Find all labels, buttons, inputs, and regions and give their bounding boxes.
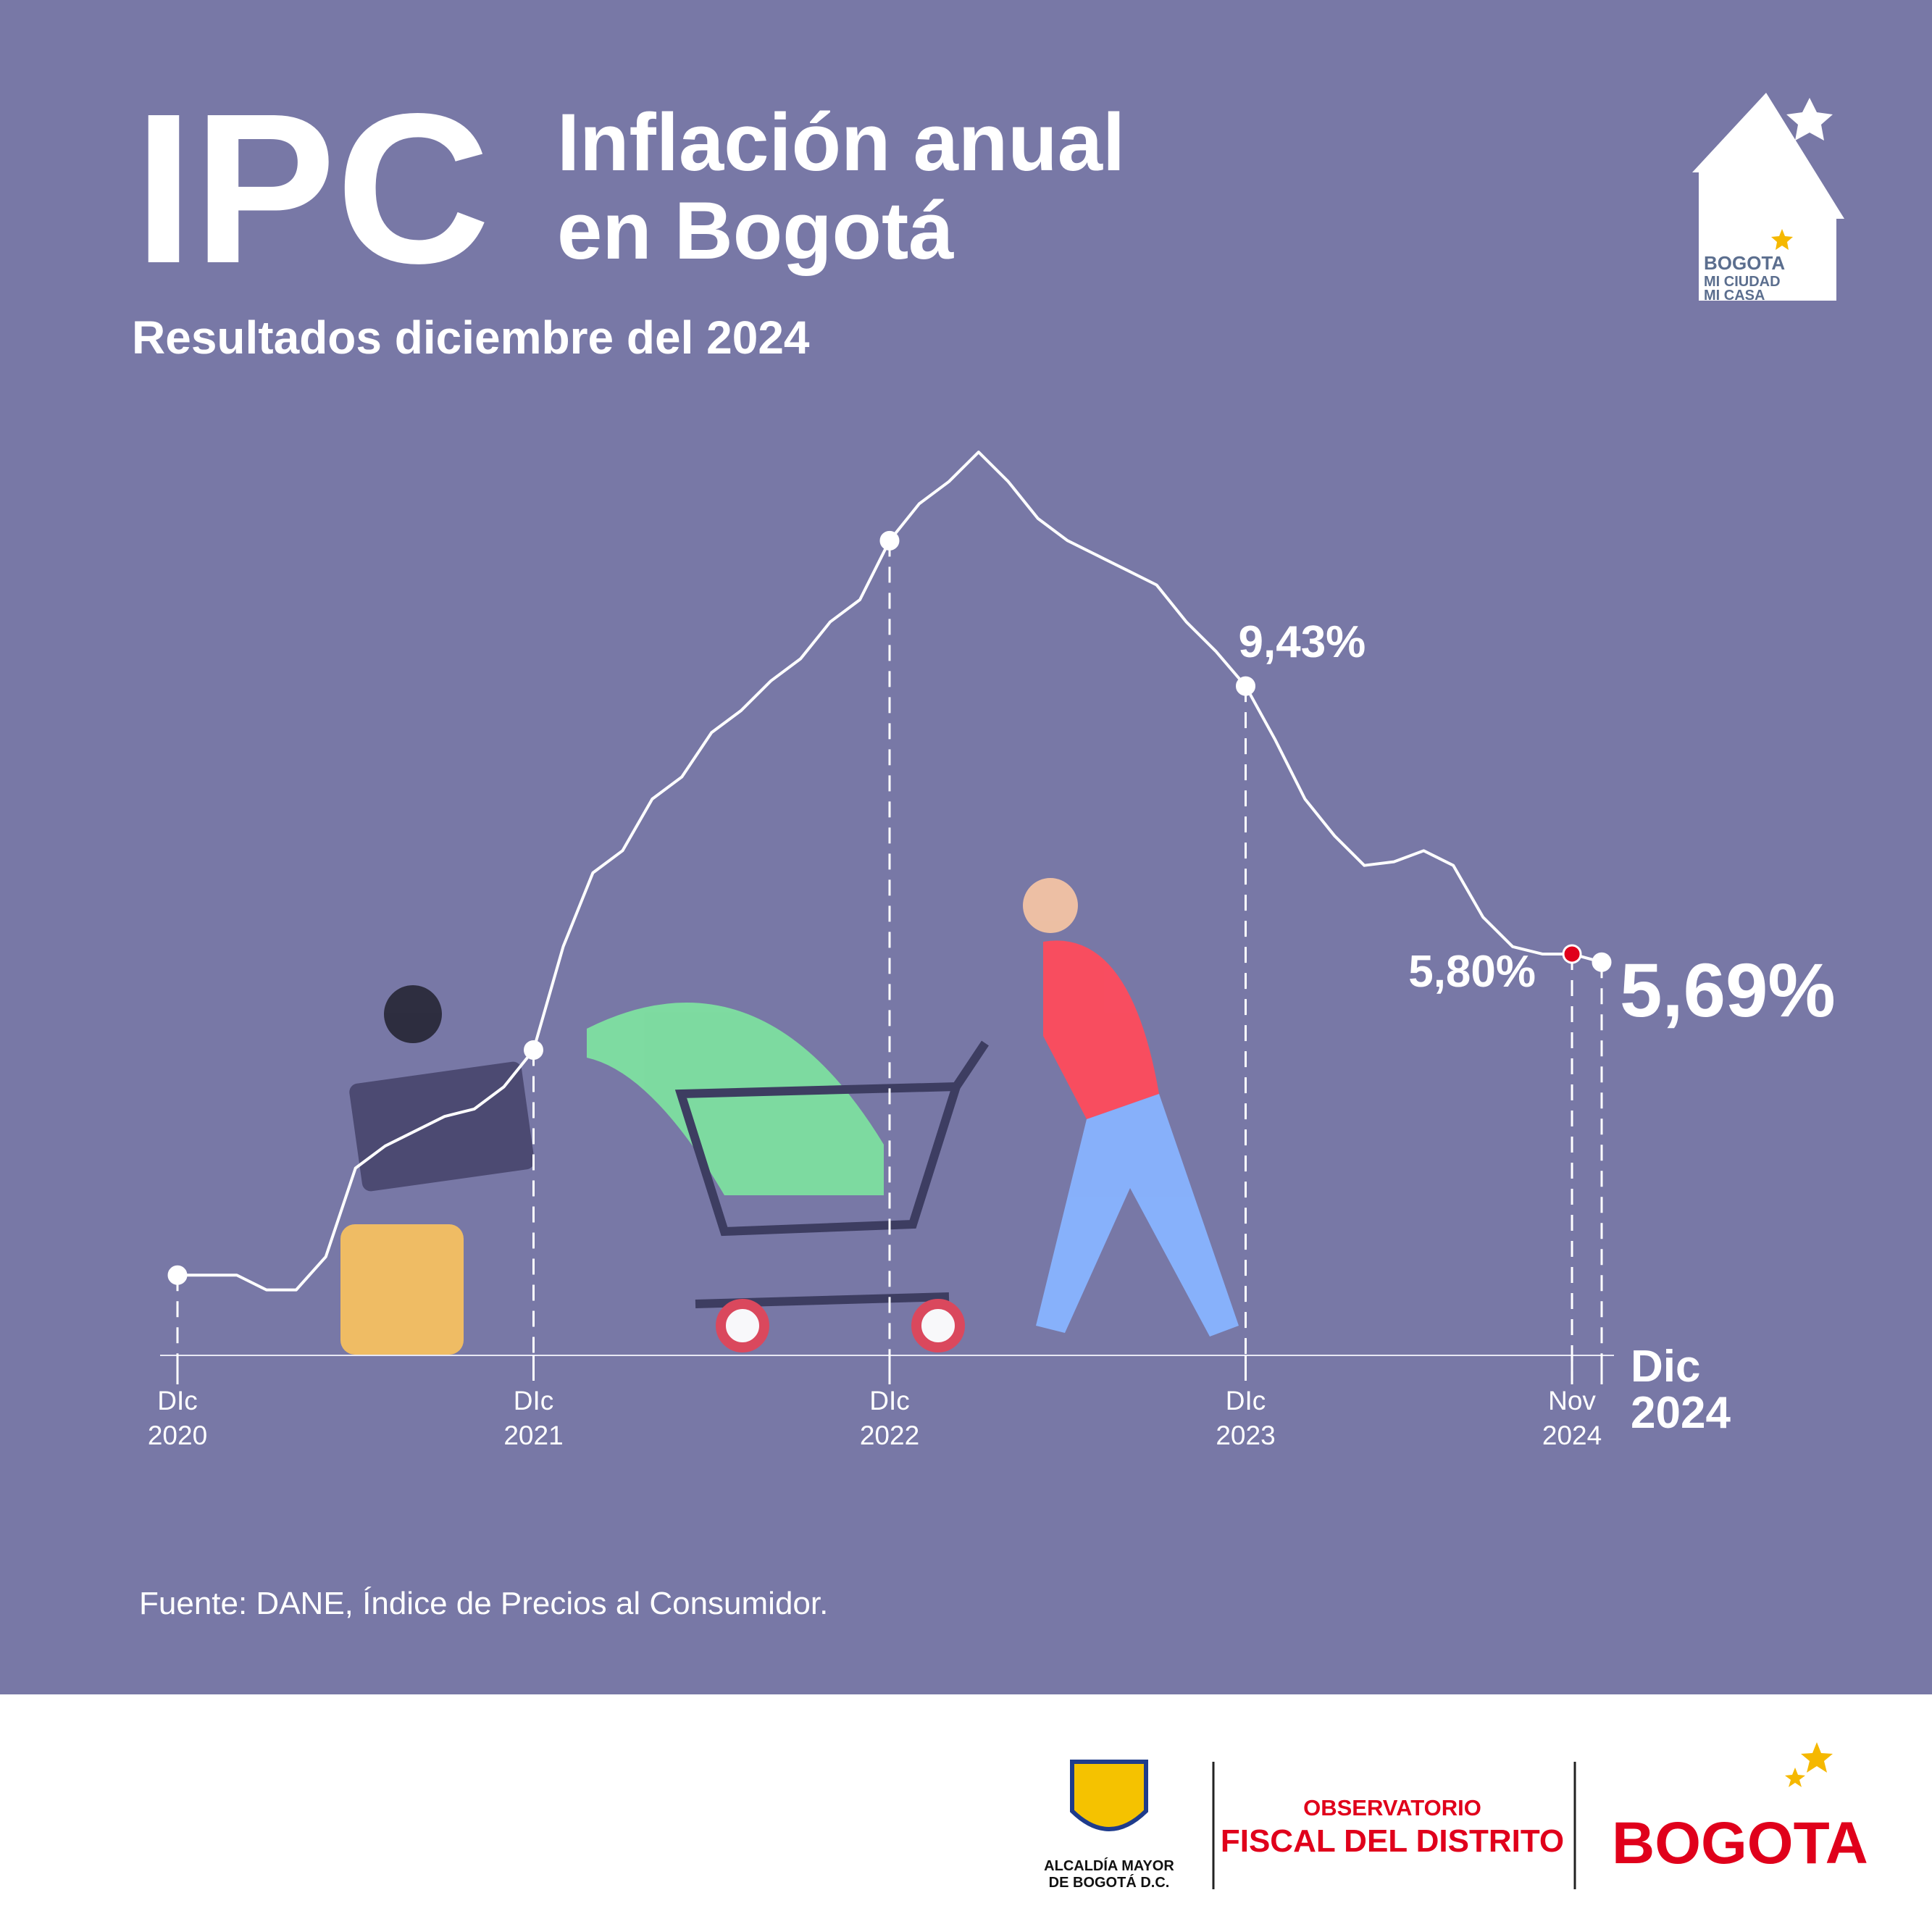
star [1801, 1742, 1833, 1773]
crest [1070, 1760, 1148, 1831]
x-tick-label: DIc 2021 [503, 1386, 564, 1450]
x-tick-label: Nov 2024 [1542, 1386, 1602, 1450]
title-line: en Bogotá [557, 185, 954, 276]
point [167, 1265, 188, 1285]
subtitle: Resultados diciembre del 2024 [132, 311, 810, 364]
card [349, 1061, 535, 1192]
footer-text: DE BOGOTÁ D.C. [1049, 1874, 1170, 1891]
footer-logo: BOGOTA [1612, 1810, 1868, 1876]
star [1771, 229, 1793, 250]
head [1023, 878, 1078, 933]
pants [1036, 1094, 1239, 1337]
cart-handle [953, 1040, 989, 1090]
logo-text: BOGOTA [1704, 252, 1785, 274]
title-line: Inflación anual [557, 97, 1125, 188]
value-label: 5,80% [1408, 947, 1536, 997]
source: Fuente: DANE, Índice de Precios al Consu… [139, 1586, 828, 1621]
house-logo [1692, 93, 1844, 301]
footer-band [0, 1694, 1932, 1932]
point [1592, 952, 1612, 972]
point [879, 530, 900, 551]
footer-text: FISCAL DEL DISTRITO [1221, 1823, 1564, 1859]
point [1236, 676, 1255, 696]
x-tick-label: DIc 2020 [147, 1386, 208, 1450]
point [524, 1040, 543, 1060]
head [384, 985, 442, 1043]
point [1562, 944, 1582, 964]
illustration [340, 878, 1239, 1355]
footer-text: OBSERVATORIO [1303, 1795, 1481, 1820]
x-tick-label: DIc 2022 [859, 1386, 920, 1450]
x-tick-label: Dic 2024 [1631, 1342, 1731, 1438]
coins [340, 1224, 464, 1355]
star [1785, 1768, 1805, 1787]
shirt [1043, 940, 1159, 1119]
star [1786, 98, 1833, 141]
footer-text: ALCALDÍA MAYOR [1044, 1857, 1174, 1874]
x-tick-label: DIc 2023 [1216, 1386, 1276, 1450]
value-label: 5,69% [1620, 948, 1836, 1033]
cart [674, 1082, 963, 1237]
logo-text: MI CASA [1704, 288, 1765, 304]
wheel [716, 1299, 769, 1352]
title: IPC [134, 69, 490, 308]
money [587, 1003, 884, 1195]
wheel [911, 1299, 965, 1352]
value-label: 9,43% [1239, 617, 1366, 667]
logo-text: MI CIUDAD [1704, 274, 1781, 290]
